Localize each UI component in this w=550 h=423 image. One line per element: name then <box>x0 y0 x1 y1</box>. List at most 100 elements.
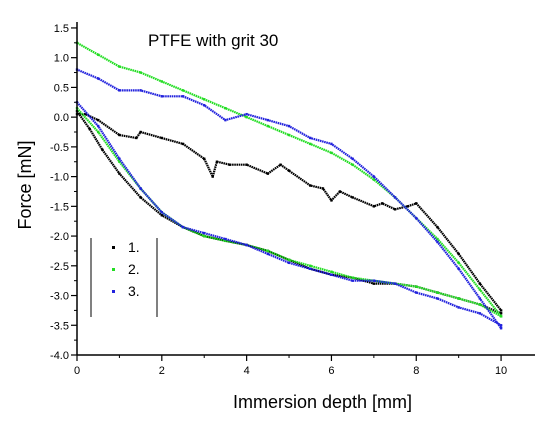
data-point <box>478 297 482 300</box>
data-point <box>415 217 418 220</box>
data-point <box>415 202 418 205</box>
data-point <box>181 142 185 146</box>
y-tick-label: -0.5 <box>50 142 69 154</box>
x-tick-label: 2 <box>159 365 165 377</box>
data-point <box>457 252 460 256</box>
data-point <box>139 196 142 199</box>
data-point <box>266 124 270 128</box>
data-point <box>211 175 214 178</box>
legend: 1. 2. 3. <box>90 238 158 317</box>
data-point <box>118 160 121 163</box>
data-point <box>351 157 354 160</box>
y-tick-label: -1.0 <box>50 172 69 184</box>
data-point <box>139 89 142 92</box>
data-point <box>84 112 87 116</box>
data-point <box>266 172 270 175</box>
y-tick-label: -2.0 <box>50 231 69 243</box>
data-point <box>135 136 138 140</box>
data-point <box>287 124 291 128</box>
legend-label-3: 3. <box>128 283 140 299</box>
y-tick-label: -3.0 <box>50 291 69 303</box>
data-point <box>287 133 291 137</box>
data-point <box>436 297 439 300</box>
data-point <box>224 239 227 243</box>
data-point <box>101 148 104 152</box>
data-point <box>88 127 91 131</box>
data-point <box>97 53 100 56</box>
series-line-2 <box>76 41 503 318</box>
data-point <box>478 282 482 285</box>
data-point <box>499 315 503 318</box>
legend-marker-2 <box>112 268 115 271</box>
data-point <box>266 118 270 122</box>
data-point <box>406 205 409 208</box>
data-point <box>321 187 325 190</box>
data-point <box>381 202 384 205</box>
axes: 0 2 4 6 8 10 1.5 1.0 0.5 0.0 -0.5 -1.0 -1.5 -2.0 -2.5 -… <box>50 22 535 377</box>
x-tick-label: 8 <box>413 365 419 377</box>
y-axis-title: Force [mN] <box>15 140 35 229</box>
data-point <box>330 273 333 276</box>
data-point <box>457 261 460 265</box>
data-point <box>330 151 333 155</box>
series-group <box>75 41 503 330</box>
y-tick-label: -2.5 <box>50 261 69 273</box>
data-point <box>160 136 164 140</box>
data-point <box>351 276 354 279</box>
series-3 <box>75 68 503 330</box>
data-point <box>139 130 142 134</box>
data-point <box>287 261 291 265</box>
data-point <box>338 190 342 193</box>
data-point <box>181 95 185 98</box>
y-tick-label: -3.5 <box>50 320 69 332</box>
x-tick-label: 10 <box>495 365 507 377</box>
data-point <box>372 175 376 178</box>
data-point <box>139 71 142 74</box>
data-point <box>118 89 121 92</box>
data-point <box>228 163 231 166</box>
data-point <box>478 288 482 291</box>
data-point <box>97 130 100 134</box>
data-point <box>499 324 503 327</box>
data-point <box>181 89 185 92</box>
data-point <box>203 234 206 238</box>
data-point <box>436 237 439 241</box>
data-point <box>309 142 312 146</box>
data-point <box>245 163 248 166</box>
data-point <box>224 107 227 110</box>
data-point <box>118 172 121 175</box>
series-line-1 <box>76 110 503 315</box>
data-point <box>279 163 282 166</box>
data-point <box>245 243 248 247</box>
x-tick-label: 6 <box>328 365 334 377</box>
data-point <box>97 124 100 128</box>
y-tick-label: 1.5 <box>54 23 69 35</box>
data-point <box>215 160 219 163</box>
series-1 <box>75 109 503 315</box>
data-point <box>181 225 185 229</box>
data-point <box>351 196 354 199</box>
legend-label-2: 2. <box>128 261 140 277</box>
data-point <box>499 312 503 315</box>
data-point <box>351 279 354 282</box>
y-tick-label: -1.5 <box>50 201 69 213</box>
data-point <box>457 306 460 309</box>
data-point <box>309 267 312 270</box>
data-point <box>245 115 248 119</box>
legend-marker-1 <box>112 246 115 249</box>
x-axis-title: Immersion depth [mm] <box>233 392 412 412</box>
data-point <box>160 80 164 83</box>
data-point <box>203 231 206 235</box>
y-tick-label: 0.5 <box>54 82 69 94</box>
data-point <box>393 208 397 211</box>
data-point <box>478 312 482 315</box>
data-point <box>415 291 418 294</box>
y-tick-label: -4.0 <box>50 350 69 362</box>
y-tick-label: 1.0 <box>54 53 69 65</box>
data-point <box>499 327 503 330</box>
data-point <box>351 163 354 166</box>
y-tick-label: 0.0 <box>54 112 69 124</box>
data-point <box>309 184 312 187</box>
data-point <box>139 187 142 190</box>
data-point <box>97 118 100 122</box>
